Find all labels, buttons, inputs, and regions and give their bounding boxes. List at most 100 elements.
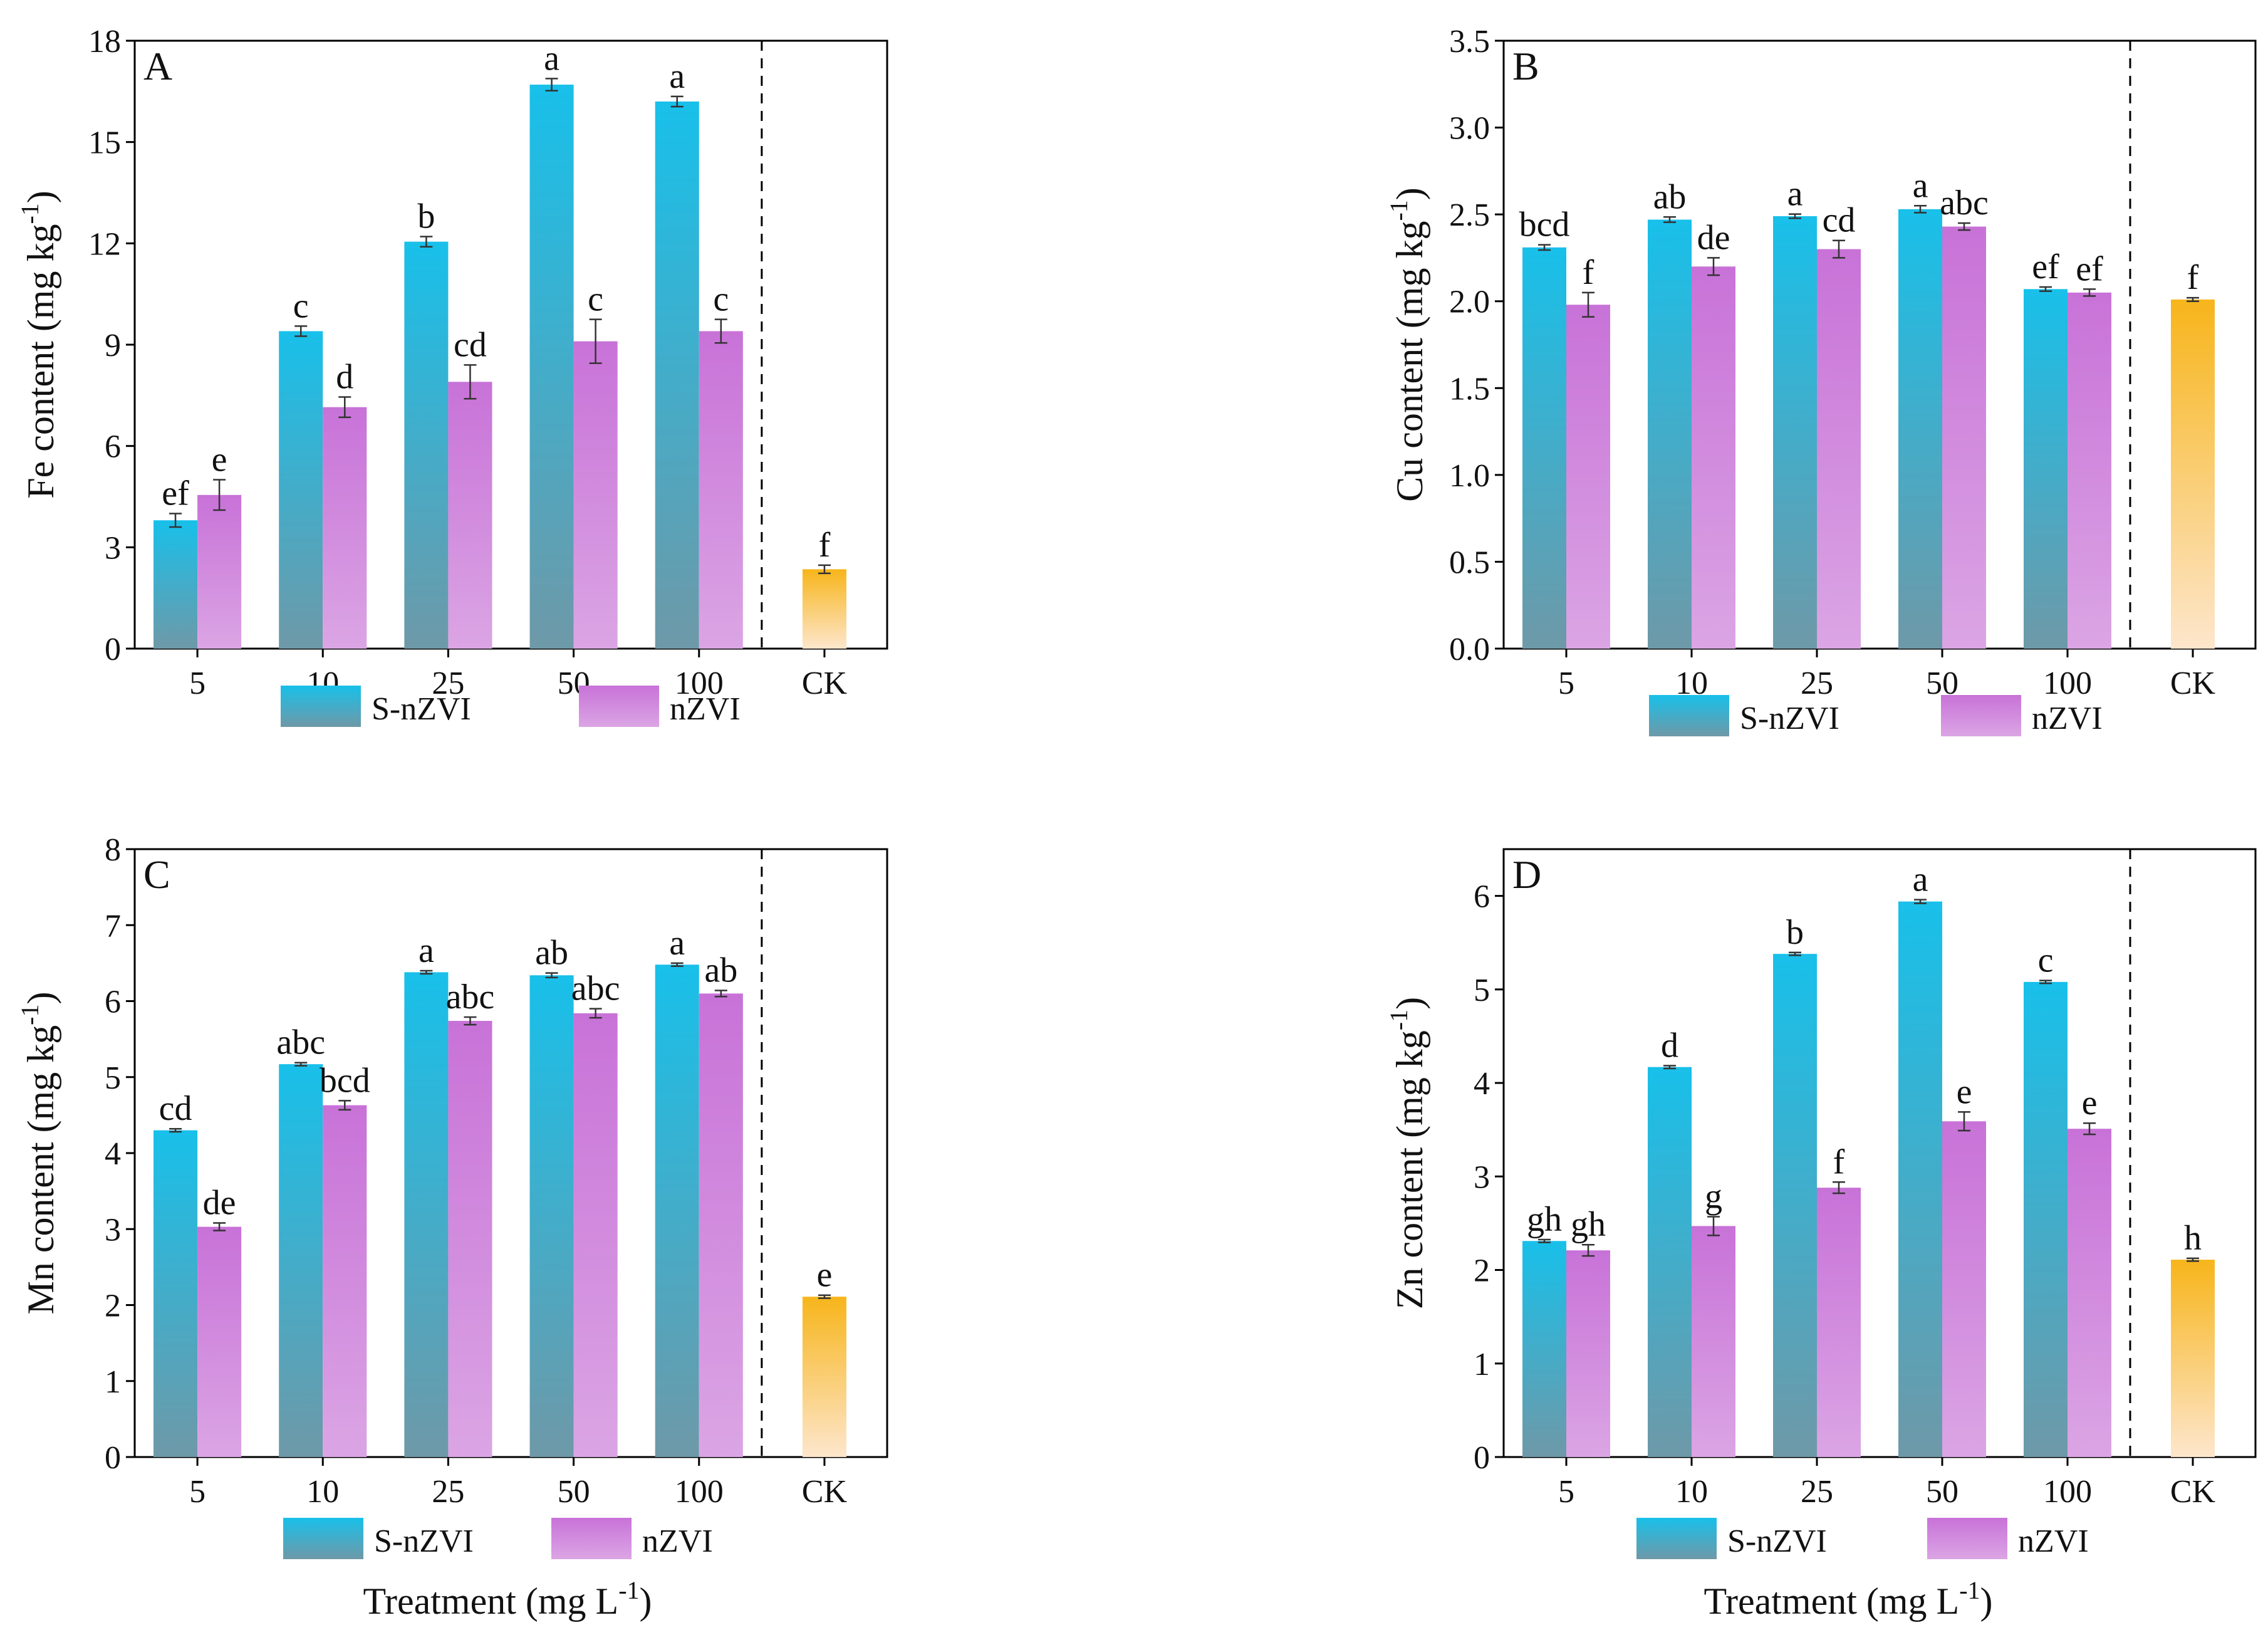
s-nzvi-bar: [529, 975, 574, 1457]
legend-label-nzvi: nZVI: [670, 691, 741, 727]
legend-swatch-nzvi: [551, 1518, 632, 1559]
x-tick-label: CK: [802, 1474, 848, 1510]
ck-bar: [2171, 1260, 2215, 1457]
y-tick-label: 6: [1474, 879, 1490, 915]
nzvi-bar: [573, 341, 618, 649]
y-tick-label: 0.0: [1449, 632, 1490, 667]
nzvi-significance-label: ef: [2076, 249, 2103, 288]
nzvi-significance-label: cd: [1823, 201, 1856, 240]
s-nzvi-bar: [1773, 216, 1817, 649]
s-nzvi-significance-label: ab: [1653, 177, 1687, 216]
legend-label-s-nzvi: S-nZVI: [374, 1523, 474, 1559]
y-tick-label: 18: [88, 24, 121, 60]
nzvi-significance-label: e: [1957, 1072, 1972, 1111]
chart-panel-c: 0 1 2 3 4 5 6 7 8 5 10 25 50 100 CK C Mn content (mg kg-…: [16, 832, 888, 1559]
legend: S-nZVI nZVI: [281, 686, 741, 727]
x-tick-label: 100: [2043, 1474, 2092, 1510]
nzvi-bar: [1566, 1250, 1610, 1457]
s-nzvi-significance-label: a: [1913, 860, 1928, 899]
s-nzvi-significance-label: abc: [276, 1023, 325, 1062]
s-nzvi-bar: [279, 331, 323, 649]
s-nzvi-bar: [655, 964, 699, 1457]
nzvi-significance-label: abc: [446, 978, 495, 1016]
ck-bar: [802, 569, 846, 649]
legend-label-nzvi: nZVI: [642, 1523, 713, 1559]
y-tick-label: 4: [1474, 1066, 1490, 1102]
s-nzvi-significance-label: a: [669, 57, 685, 96]
nzvi-bar: [197, 1226, 242, 1457]
s-nzvi-significance-label: ab: [535, 934, 568, 973]
y-tick-label: 12: [88, 226, 121, 262]
y-tick-label: 4: [105, 1136, 121, 1172]
y-tick-label: 15: [88, 125, 121, 161]
legend-swatch-s-nzvi: [281, 686, 361, 727]
ck-significance-label: f: [2187, 258, 2199, 297]
nzvi-bar: [2068, 292, 2111, 649]
nzvi-bar: [197, 494, 242, 649]
y-tick-label: 2.5: [1449, 197, 1490, 233]
y-tick-label: 3.0: [1449, 111, 1490, 147]
chart-panel-b: 0.00.51.01.52.02.53.03.55 10 25 50 100 CKBCu …: [1385, 24, 2257, 736]
plot-frame: [133, 848, 888, 1458]
nzvi-significance-label: de: [203, 1184, 236, 1223]
s-nzvi-bar: [1648, 219, 1692, 649]
s-nzvi-bar: [1522, 1241, 1566, 1457]
s-nzvi-bar: [529, 85, 574, 649]
nzvi-bar: [1692, 266, 1735, 649]
nzvi-bar: [323, 1105, 367, 1457]
x-tick-label: 10: [1675, 1474, 1708, 1510]
y-tick-label: 1: [105, 1364, 121, 1400]
nzvi-significance-label: de: [1697, 218, 1730, 257]
x-tick-label: 25: [432, 666, 464, 701]
nzvi-significance-label: abc: [1940, 184, 1989, 222]
nzvi-significance-label: f: [1583, 253, 1594, 292]
x-tick-label: 100: [675, 1474, 724, 1510]
panel-letter: C: [143, 852, 170, 897]
ck-bar: [2171, 299, 2215, 649]
y-tick-label: 0: [105, 632, 121, 667]
y-tick-label: 2: [105, 1288, 121, 1324]
nzvi-significance-label: d: [336, 358, 353, 397]
s-nzvi-significance-label: a: [419, 931, 434, 970]
y-tick-label: 1.0: [1449, 458, 1490, 494]
nzvi-bar: [448, 1021, 492, 1457]
s-nzvi-bar: [404, 241, 449, 649]
legend-swatch-s-nzvi: [1649, 695, 1729, 736]
y-axis-title: Zn content (mg kg-1): [1385, 997, 1430, 1309]
nzvi-significance-label: g: [1705, 1177, 1722, 1216]
ck-significance-label: e: [816, 1256, 832, 1295]
y-tick-label: 3.5: [1449, 24, 1490, 60]
panel-letter: B: [1512, 44, 1539, 88]
y-tick-label: 1.5: [1449, 371, 1490, 407]
x-tick-label: CK: [2170, 1474, 2216, 1510]
x-tick-label: 10: [306, 1474, 339, 1510]
legend: S-nZVI nZVI: [1636, 1518, 2089, 1559]
s-nzvi-bar: [279, 1064, 323, 1457]
s-nzvi-significance-label: a: [544, 39, 559, 78]
y-tick-label: 7: [105, 908, 121, 944]
nzvi-significance-label: cd: [454, 325, 487, 364]
nzvi-bar: [1942, 226, 1986, 649]
nzvi-bar: [699, 331, 743, 649]
s-nzvi-bar: [1898, 901, 1942, 1457]
y-axis-title: Mn content (mg kg-1): [16, 992, 61, 1315]
x-tick-label: CK: [802, 666, 848, 701]
nzvi-significance-label: abc: [571, 969, 620, 1008]
s-nzvi-significance-label: cd: [159, 1089, 192, 1128]
nzvi-significance-label: gh: [1571, 1205, 1606, 1244]
legend: S-nZVI nZVI: [1649, 695, 2103, 736]
s-nzvi-bar: [1648, 1067, 1692, 1457]
y-axis-title: Fe content (mg kg-1): [16, 191, 61, 499]
y-tick-label: 0: [1474, 1440, 1490, 1476]
nzvi-bar: [323, 407, 367, 649]
s-nzvi-significance-label: bcd: [1519, 206, 1570, 244]
nzvi-bar: [1692, 1226, 1735, 1457]
y-tick-label: 1: [1474, 1347, 1490, 1382]
ck-significance-label: h: [2184, 1219, 2202, 1258]
nzvi-significance-label: c: [588, 280, 603, 319]
panel-letter: D: [1512, 852, 1541, 897]
y-tick-label: 6: [105, 429, 121, 465]
x-tick-label: 5: [1558, 666, 1574, 701]
